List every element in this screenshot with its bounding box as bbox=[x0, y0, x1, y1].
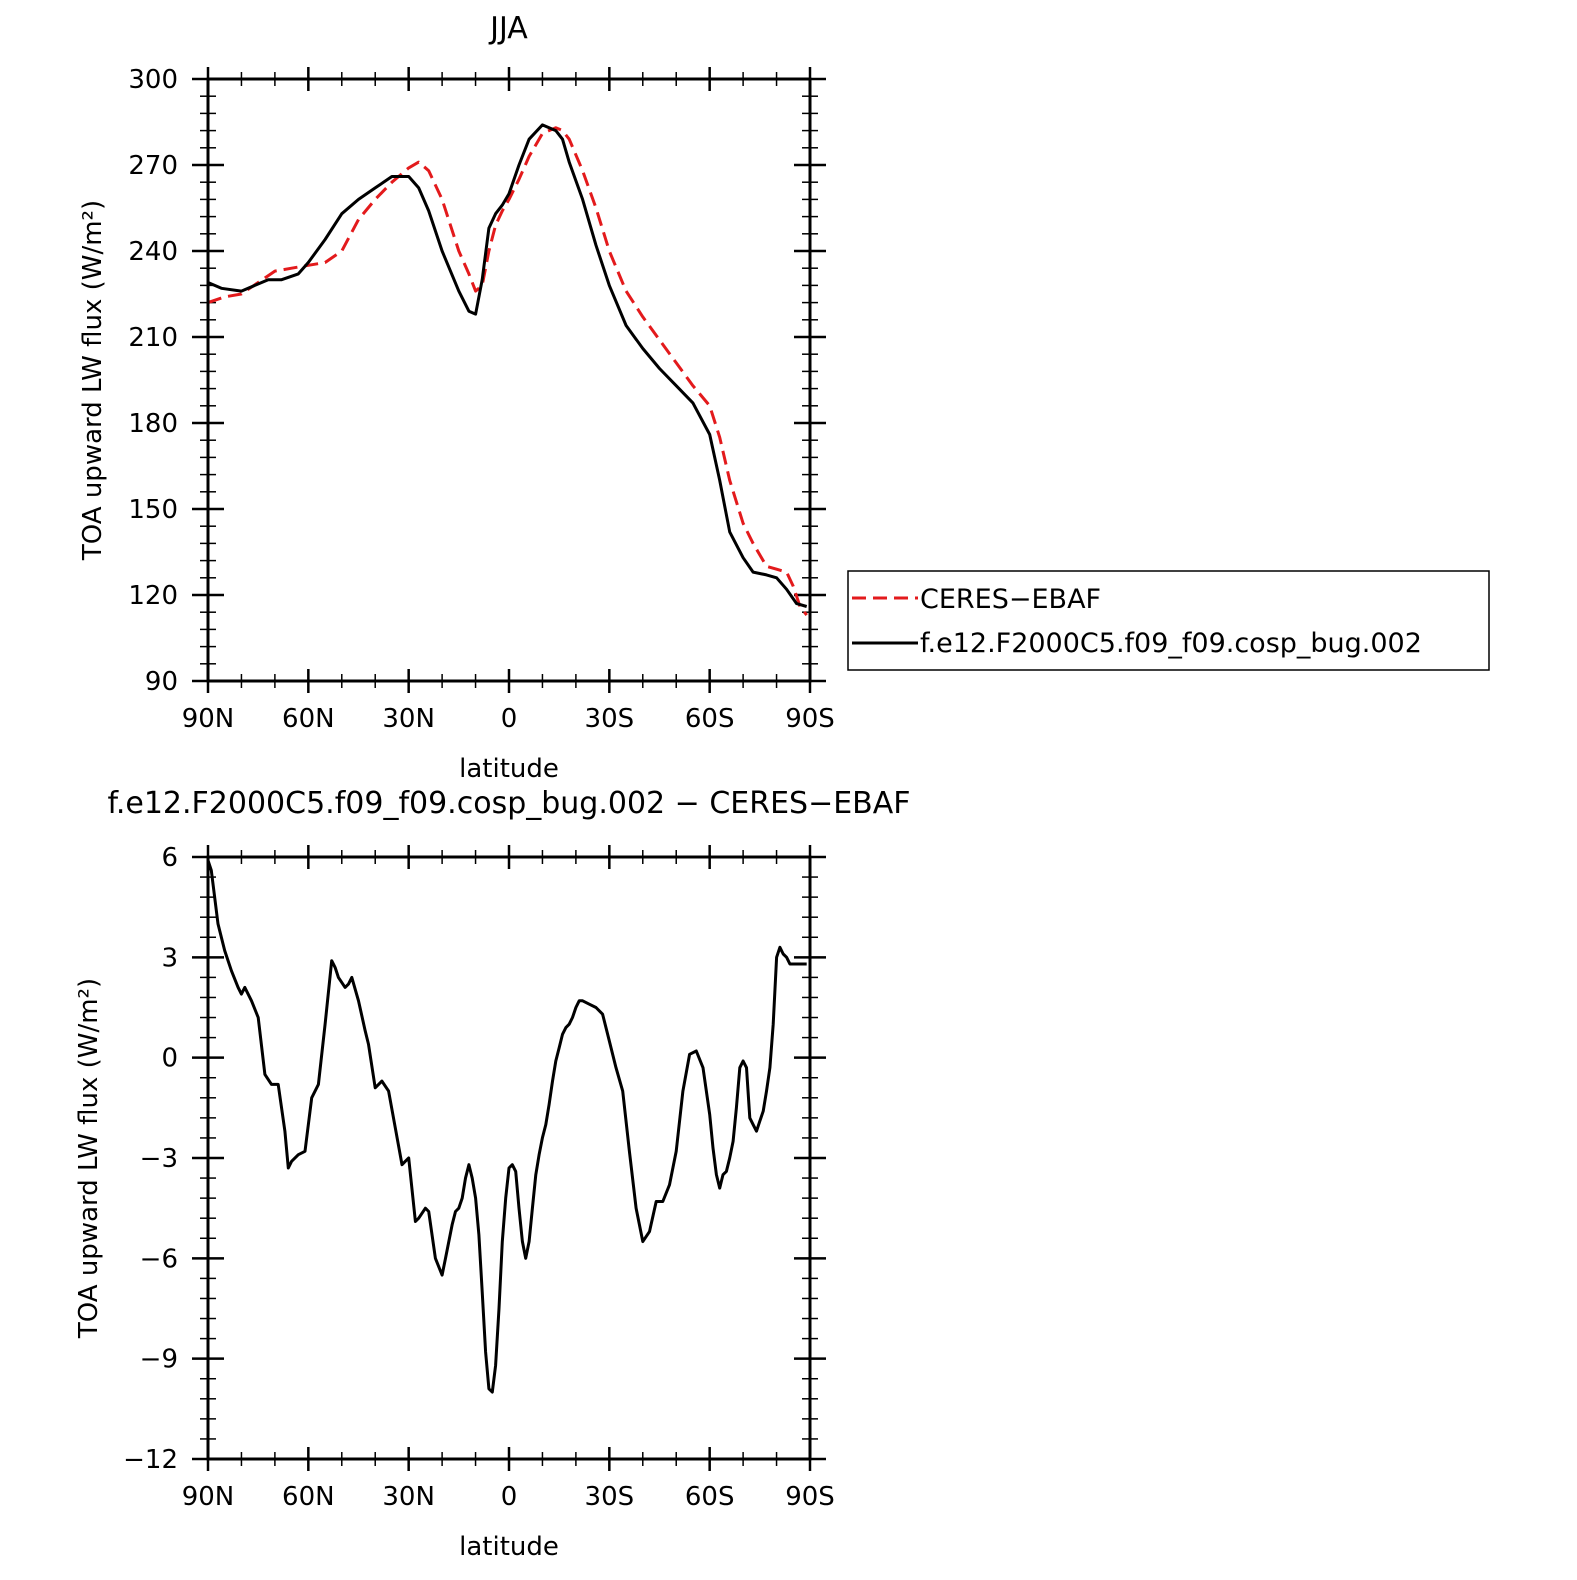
top-y-tick-label: 240 bbox=[128, 237, 178, 267]
bottom-x-tick-label: 0 bbox=[501, 1482, 518, 1512]
top-plot-frame bbox=[206, 77, 812, 683]
bottom-x-tick-label: 60N bbox=[282, 1482, 335, 1512]
bottom-y-tick-label: 3 bbox=[161, 943, 178, 973]
top-x-tick-label: 0 bbox=[501, 704, 518, 734]
top-chart-title: JJA bbox=[488, 11, 528, 46]
bottom-chart-title: f.e12.F2000C5.f09_f09.cosp_bug.002 − CER… bbox=[107, 786, 910, 821]
bottom-y-tick-label: −9 bbox=[140, 1345, 178, 1375]
top-x-tick-label: 30S bbox=[585, 704, 635, 734]
top-panel: JJA 90N 60N 30N 0 30S 60S 90S 90 120 150 180 210 240… bbox=[78, 11, 835, 784]
bottom-y-tick-label: 0 bbox=[161, 1044, 178, 1074]
top-y-tick-label: 180 bbox=[128, 409, 178, 439]
bottom-x-tick-label: 90S bbox=[785, 1482, 835, 1512]
top-y-tick-label: 90 bbox=[145, 667, 178, 697]
legend-entry-model: f.e12.F2000C5.f09_f09.cosp_bug.002 bbox=[920, 628, 1422, 659]
top-x-tick-label: 90N bbox=[182, 704, 235, 734]
legend: CERES−EBAF f.e12.F2000C5.f09_f09.cosp_bu… bbox=[847, 570, 1490, 671]
top-y-tick-label: 150 bbox=[128, 495, 178, 525]
bottom-x-tick-label: 90N bbox=[182, 1482, 235, 1512]
legend-entry-ceres: CERES−EBAF bbox=[920, 584, 1101, 615]
bottom-x-tick-label: 30N bbox=[382, 1482, 435, 1512]
legend-box bbox=[847, 570, 1490, 671]
top-x-tick-label: 60S bbox=[685, 704, 735, 734]
top-x-axis-label: latitude bbox=[459, 754, 559, 784]
bottom-x-tick-label: 30S bbox=[585, 1482, 635, 1512]
bottom-x-axis-label: latitude bbox=[459, 1532, 559, 1562]
top-y-tick-label: 300 bbox=[128, 65, 178, 95]
top-y-tick-label: 210 bbox=[128, 323, 178, 353]
bottom-y-axis-label: TOA upward LW flux (W/m²) bbox=[74, 978, 104, 1339]
bottom-y-tick-label: 6 bbox=[161, 843, 178, 873]
top-series-line-0 bbox=[207, 126, 808, 617]
top-x-tick-label: 90S bbox=[785, 704, 835, 734]
top-series-line-1 bbox=[207, 123, 808, 608]
top-x-tick-label: 60N bbox=[282, 704, 335, 734]
bottom-x-tick-label: 60S bbox=[685, 1482, 735, 1512]
bottom-y-tick-label: −12 bbox=[123, 1445, 178, 1475]
bottom-y-tick-label: −3 bbox=[140, 1144, 178, 1174]
top-x-tick-label: 30N bbox=[382, 704, 435, 734]
top-y-axis-label: TOA upward LW flux (W/m²) bbox=[78, 200, 108, 561]
bottom-plot-frame bbox=[206, 855, 812, 1461]
bottom-series-line-0 bbox=[206, 859, 807, 1394]
bottom-panel: f.e12.F2000C5.f09_f09.cosp_bug.002 − CER… bbox=[74, 786, 911, 1562]
top-y-tick-label: 120 bbox=[128, 581, 178, 611]
bottom-y-tick-label: −6 bbox=[140, 1244, 178, 1274]
top-y-tick-label: 270 bbox=[128, 151, 178, 181]
